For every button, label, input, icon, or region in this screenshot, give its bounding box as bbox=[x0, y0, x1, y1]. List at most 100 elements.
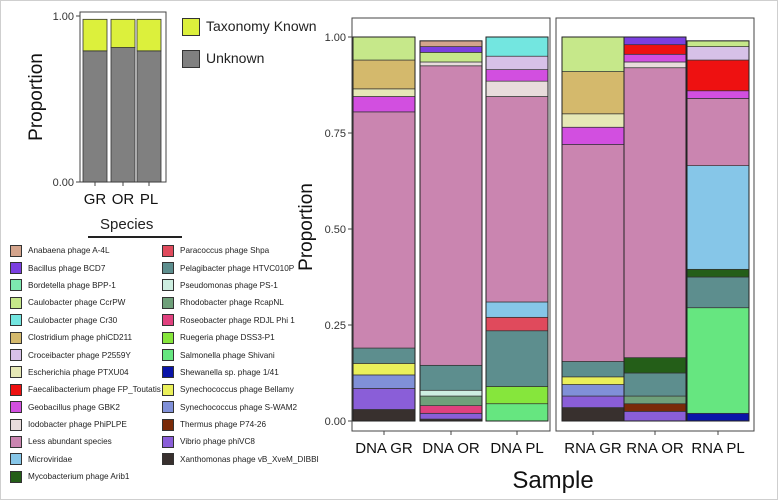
main-y-tick-label: 1.00 bbox=[325, 32, 346, 44]
bar-segment-rna-pl bbox=[686, 307, 750, 414]
bar-segment-dna-pl bbox=[485, 330, 549, 387]
species-legend-label: Less abundant species bbox=[28, 437, 112, 447]
main-x-tick-label: RNA OR bbox=[626, 440, 684, 457]
main-y-tick-label: 0.50 bbox=[325, 224, 346, 236]
species-legend-column-1: Anabaena phage A-4L Bacillus phage BCD7 Bo… bbox=[10, 242, 161, 485]
bar-segment-dna-or bbox=[419, 40, 483, 47]
bar-segment-dna-or bbox=[419, 405, 483, 414]
inset-bar-pl-taxonomy-known bbox=[136, 18, 162, 52]
species-legend-swatch bbox=[162, 279, 174, 292]
species-legend-swatch bbox=[162, 296, 174, 309]
inset-y-tick-label: 1.00 bbox=[53, 11, 74, 23]
species-legend-label: Paracoccus phage Shpa bbox=[180, 246, 270, 256]
inset-x-tick-label: GR bbox=[84, 191, 107, 208]
main-x-tick-label: DNA OR bbox=[422, 440, 480, 457]
species-legend-swatch bbox=[162, 262, 174, 275]
species-legend-item: Ruegeria phage DSS3-P1 bbox=[162, 329, 319, 346]
bar-segment-dna-pl bbox=[485, 55, 549, 70]
bar-segment-dna-pl bbox=[485, 301, 549, 318]
bar-segment-rna-gr bbox=[561, 376, 625, 385]
species-legend-item: Caulobacter phage CcrPW bbox=[10, 294, 161, 311]
species-legend-swatch bbox=[10, 314, 22, 327]
bar-segment-rna-gr bbox=[561, 36, 625, 72]
species-legend-title: Species bbox=[100, 216, 154, 233]
species-legend-swatch bbox=[10, 331, 22, 344]
bar-segment-rna-gr bbox=[561, 126, 625, 145]
species-legend-column-2: Paracoccus phage Shpa Pelagibacter phage … bbox=[162, 242, 319, 468]
species-legend-item: Pelagibacter phage HTVC010P bbox=[162, 259, 319, 276]
inset-chart: 0.00 1.00 GR OR PL Proportion bbox=[26, 11, 167, 208]
species-legend-divider bbox=[88, 236, 182, 238]
species-legend-item: Pseudomonas phage PS-1 bbox=[162, 277, 319, 294]
main-chart: 0.00 0.25 0.50 0.75 1.00 DNA GR DNA OR DNA PL R… bbox=[296, 17, 755, 494]
species-legend-item: Vibrio phage phiVC8 bbox=[162, 433, 319, 450]
species-legend-item: Paracoccus phage Shpa bbox=[162, 242, 319, 259]
species-legend-swatch bbox=[10, 262, 22, 275]
bar-segment-rna-or bbox=[623, 372, 687, 397]
bar-segment-rna-or bbox=[623, 44, 687, 55]
bar-segment-dna-pl bbox=[485, 386, 549, 405]
species-legend-label: Vibrio phage phiVC8 bbox=[180, 437, 255, 447]
bar-segment-dna-pl bbox=[485, 96, 549, 303]
bar-segment-dna-gr bbox=[352, 374, 416, 389]
main-y-tick-label: 0.25 bbox=[325, 320, 346, 332]
inset-bar-or-unknown bbox=[110, 47, 136, 183]
bar-segment-rna-or bbox=[623, 67, 687, 358]
bar-segment-dna-pl bbox=[485, 316, 549, 332]
species-legend-label: Caulobacter phage Cr30 bbox=[28, 315, 118, 325]
bar-segment-rna-pl bbox=[686, 412, 750, 422]
species-legend-swatch bbox=[10, 366, 22, 379]
bar-outline-dna-gr bbox=[352, 36, 416, 422]
species-legend-swatch bbox=[10, 453, 22, 466]
species-legend-swatch bbox=[10, 435, 22, 448]
bar-segment-rna-or bbox=[623, 395, 687, 405]
bar-segment-dna-gr bbox=[352, 388, 416, 410]
bar-segment-rna-gr bbox=[561, 361, 625, 378]
bar-segment-rna-or bbox=[623, 36, 687, 46]
bar-outline-dna-or bbox=[419, 40, 483, 422]
species-legend-swatch bbox=[162, 401, 174, 414]
main-bars bbox=[352, 36, 750, 422]
species-legend-swatch bbox=[10, 279, 22, 292]
species-legend-swatch bbox=[162, 349, 174, 362]
species-legend-label: Croceibacter phage P2559Y bbox=[28, 350, 131, 360]
species-legend-item: Thermus phage P74-26 bbox=[162, 416, 319, 433]
inset-x-tick-label: PL bbox=[140, 191, 158, 208]
species-legend-label: Iodobacter phage PhiPLPE bbox=[28, 420, 127, 430]
main-y-tick-label: 0.75 bbox=[325, 128, 346, 140]
bar-segment-dna-pl bbox=[485, 403, 549, 422]
inset-y-ticks: 0.00 1.00 bbox=[53, 11, 80, 189]
bar-segment-rna-gr bbox=[561, 407, 625, 422]
species-legend-item: Synechococcus phage S-WAM2 bbox=[162, 399, 319, 416]
species-legend-swatch bbox=[10, 470, 22, 483]
main-x-tick-label: RNA GR bbox=[564, 440, 622, 457]
bar-segment-dna-gr bbox=[352, 363, 416, 376]
bar-segment-rna-or bbox=[623, 403, 687, 412]
bar-segment-dna-pl bbox=[485, 80, 549, 97]
species-legend-item: Faecalibacterium phage FP_Toutatis bbox=[10, 381, 161, 398]
main-x-tick-label: RNA PL bbox=[691, 440, 744, 457]
species-legend-label: Ruegeria phage DSS3-P1 bbox=[180, 333, 275, 343]
inset-bars bbox=[82, 18, 162, 183]
bar-outline-dna-pl bbox=[485, 36, 549, 422]
bar-segment-rna-or bbox=[623, 411, 687, 422]
species-legend-label: Shewanella sp. phage 1/41 bbox=[180, 367, 279, 377]
species-legend-swatch bbox=[10, 418, 22, 431]
species-legend-swatch bbox=[10, 244, 22, 257]
species-legend-item: Clostridium phage phiCD211 bbox=[10, 329, 161, 346]
species-legend-item: Caulobacter phage Cr30 bbox=[10, 312, 161, 329]
species-legend-swatch bbox=[162, 331, 174, 344]
bar-segment-rna-gr bbox=[561, 71, 625, 115]
bar-segment-dna-or bbox=[419, 61, 483, 67]
species-legend-item: Less abundant species bbox=[10, 433, 161, 450]
species-legend-item: Iodobacter phage PhiPLPE bbox=[10, 416, 161, 433]
species-legend-label: Geobacillus phage GBK2 bbox=[28, 402, 120, 412]
species-legend-swatch bbox=[10, 349, 22, 362]
bar-segment-rna-gr bbox=[561, 384, 625, 397]
main-x-ticks: DNA GR DNA OR DNA PL RNA GR RNA OR RNA PL bbox=[355, 431, 745, 457]
species-legend-item: Croceibacter phage P2559Y bbox=[10, 346, 161, 363]
species-legend-item: Roseobacter phage RDJL Phi 1 bbox=[162, 312, 319, 329]
inset-legend-swatch bbox=[182, 50, 200, 68]
species-legend-item: Shewanella sp. phage 1/41 bbox=[162, 364, 319, 381]
